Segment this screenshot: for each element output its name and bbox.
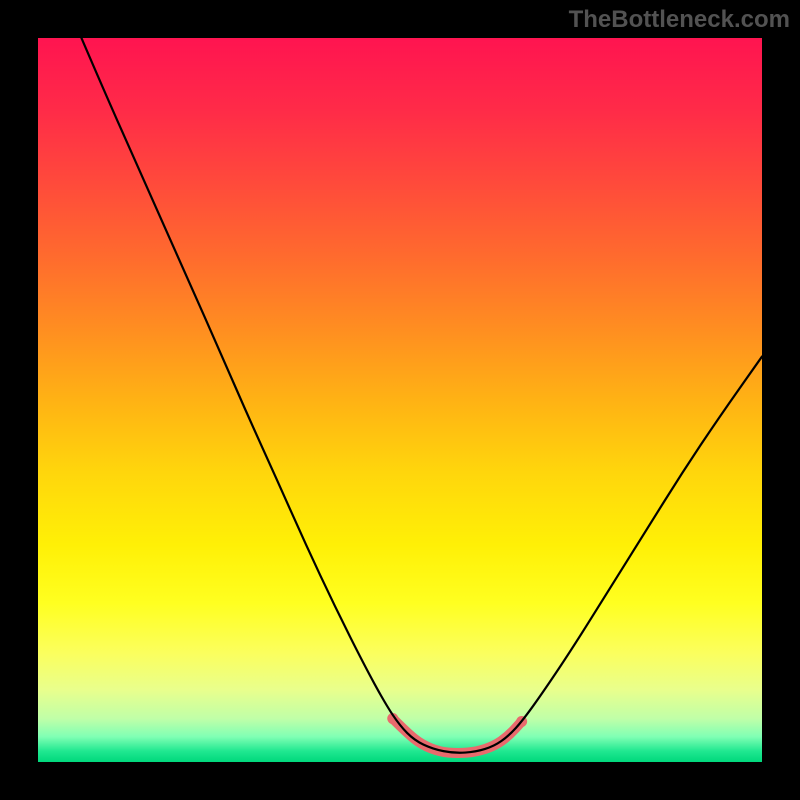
bottleneck-chart xyxy=(0,0,800,800)
gradient-background xyxy=(38,38,762,762)
watermark-text: TheBottleneck.com xyxy=(569,6,790,34)
chart-container: TheBottleneck.com xyxy=(0,0,800,800)
